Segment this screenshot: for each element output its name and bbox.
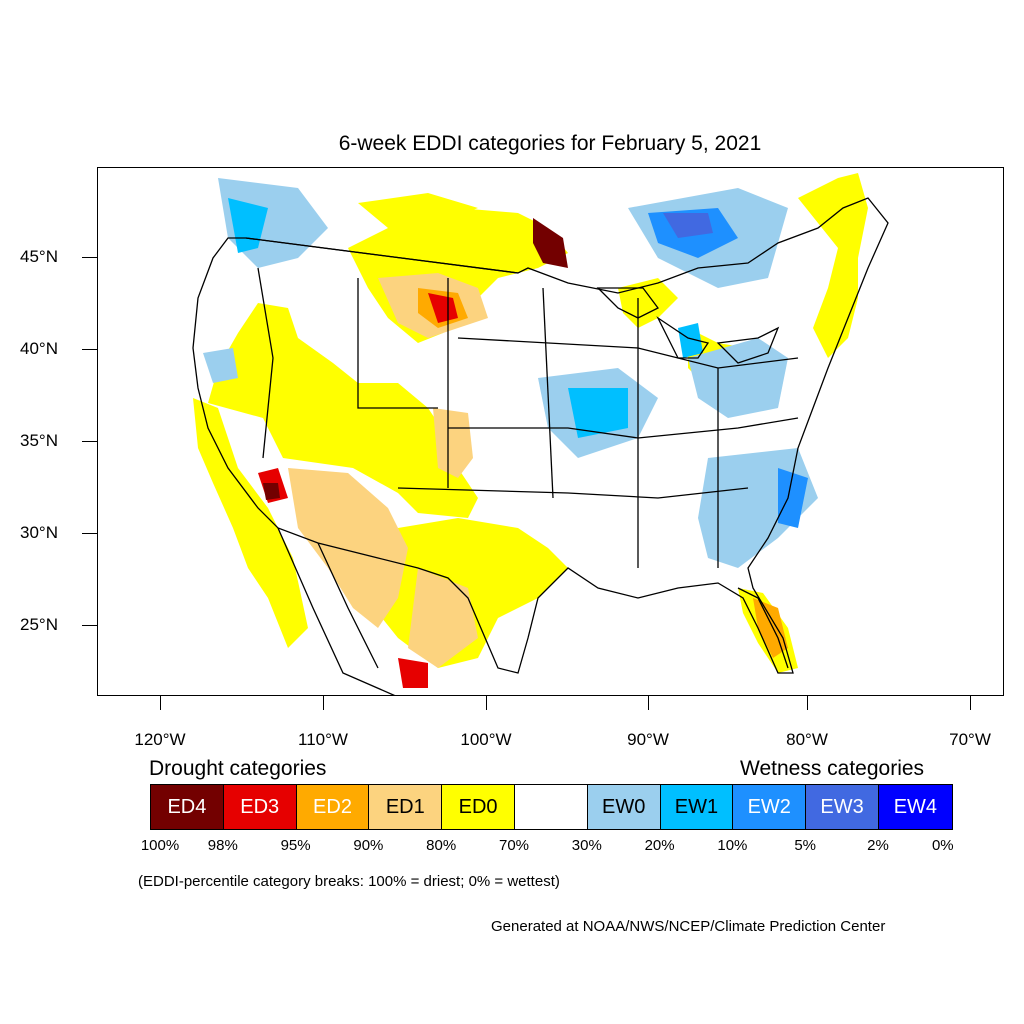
lon-tick [323,696,324,710]
state-line-1 [257,267,274,459]
legend-box-ew2: EW2 [733,785,807,829]
wetness-heading: Wetness categories [740,757,925,780]
region-ed4-nevada [263,483,280,500]
region-ed0-northeast [798,173,868,358]
lon-label-90: 90°W [627,730,669,749]
lat-tick [82,349,97,350]
drought-heading: Drought categories [149,757,327,780]
legend-box-ew4: EW4 [878,785,952,829]
region-ew1-midwest [568,388,628,438]
state-line-9 [397,487,749,499]
legend-break-label: 80% [426,837,457,854]
lon-tick [807,696,808,710]
region-ew0-ohio [688,338,788,418]
lat-label-25: 25°N [20,615,58,634]
region-ed1-colorado [433,408,473,478]
legend-box-neutral [514,785,588,829]
lon-tick [970,696,971,710]
lat-label-40: 40°N [20,339,58,358]
lat-tick [82,625,97,626]
florida-coast [737,587,789,669]
legend-break-label: 20% [644,837,675,854]
lon-label-70: 70°W [949,730,991,749]
legend-break-label: 30% [571,837,602,854]
region-ed3-mexico [398,658,428,688]
legend-box-ew3: EW3 [806,785,879,829]
category-note: (EDDI-percentile category breaks: 100% =… [138,873,560,890]
legend-box-ew1: EW1 [660,785,734,829]
region-ed0-california [193,398,308,648]
legend-break-label: 70% [498,837,530,854]
legend-box-ew0: EW0 [587,785,661,829]
region-ed4-minnesota [533,218,568,268]
map-canvas [192,173,889,695]
legend-break-label: 10% [717,837,748,854]
legend-break-label: 0% [931,837,954,854]
legend-break-label: 5% [794,837,817,854]
lon-tick [648,696,649,710]
mexico-outline [277,527,396,695]
region-ed3-montana [428,293,458,323]
lat-tick [82,257,97,258]
eddi-map [97,167,1004,696]
state-line-8 [448,417,799,439]
lon-tick [486,696,487,710]
lat-label-35: 35°N [20,431,58,450]
state-line-2 [357,278,438,409]
state-line-4 [542,287,554,499]
canada-border [245,237,519,274]
region-ew2-carolina [778,468,808,528]
legend-break-label: 100% [140,837,180,854]
lon-label-120: 120°W [134,730,186,749]
map-outlines [192,197,889,695]
legend-box-ed1: ED1 [369,785,443,829]
legend-box-ed3: ED3 [223,785,297,829]
lat-label-45: 45°N [20,247,58,266]
credit-line: Generated at NOAA/NWS/NCEP/Climate Predi… [491,918,886,935]
legend-break-label: 2% [867,837,889,854]
legend-break-label: 98% [207,837,238,854]
region-ed0-north [358,193,478,228]
lon-label-110: 110°W [298,730,348,749]
us-outline [192,197,889,674]
map-title: 6-week EDDI categories for February 5, 2… [338,132,762,155]
lat-label-30: 30°N [20,523,58,542]
legend-break-label: 90% [353,837,384,854]
lon-tick [160,696,161,710]
legend-box-ed4: ED4 [151,785,224,829]
legend-box-ed2: ED2 [296,785,370,829]
region-ew0-california [203,348,238,383]
great-lakes [596,287,780,364]
region-ed1-mexico [408,568,478,668]
region-ew3-canada [663,213,713,238]
region-ed1-southwest [288,468,408,628]
lat-tick [82,441,97,442]
legend-box-ed0: ED0 [442,785,515,829]
lon-label-80: 80°W [786,730,828,749]
legend-color-bar: ED4 ED3 ED2 ED1 ED0 EW0 EW1 EW2 EW3 EW4 [150,784,953,830]
region-ed0-southwest [208,303,478,518]
lon-label-100: 100°W [460,730,512,749]
legend-break-label: 95% [280,837,311,854]
drought-regions [193,173,868,688]
lat-tick [82,533,97,534]
region-ew1-lakes [678,323,703,358]
